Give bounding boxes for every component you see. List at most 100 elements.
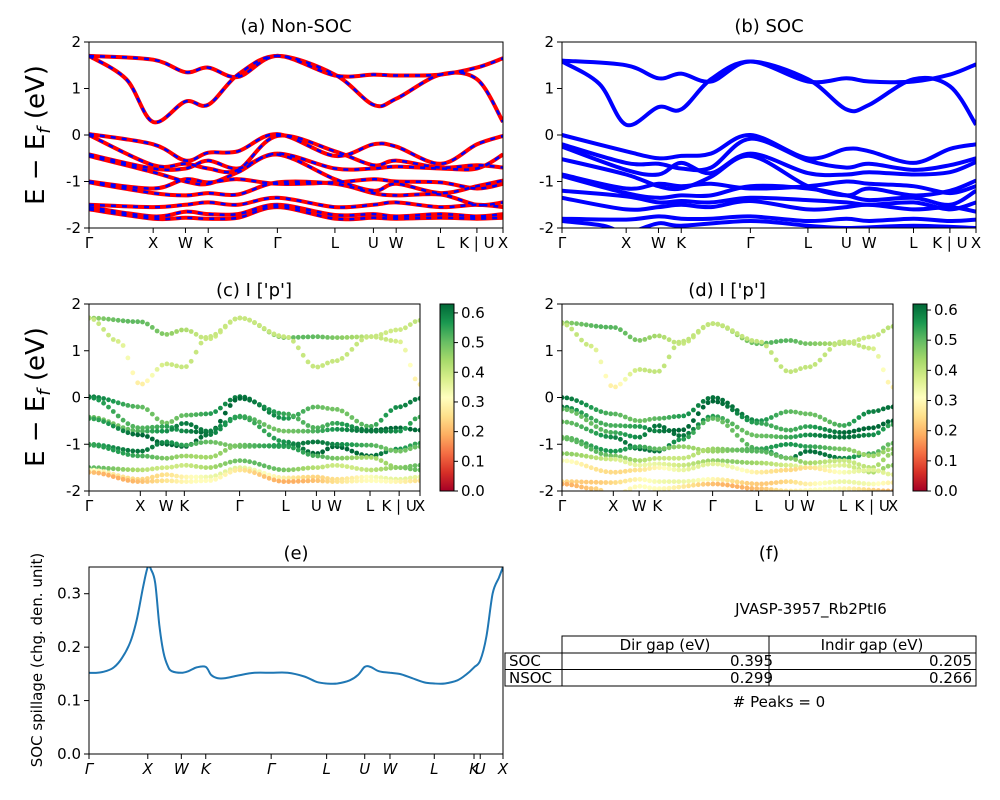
projected-band-point	[120, 476, 126, 482]
projected-band-point	[257, 419, 262, 425]
projected-band-point	[101, 419, 106, 424]
projected-band-point	[295, 466, 301, 472]
projected-band-point	[817, 433, 823, 438]
projected-band-point	[817, 414, 823, 420]
projected-band-point	[188, 429, 194, 434]
table-row-nsoc-label: NSOC	[509, 669, 552, 687]
projected-band-point	[184, 364, 189, 369]
projected-band-point	[812, 341, 818, 347]
projected-band-point	[603, 410, 609, 416]
projected-band-point	[174, 473, 180, 479]
projected-band-point	[378, 478, 384, 484]
projected-band-point	[300, 474, 306, 480]
band-line-nonsoc	[89, 53, 503, 125]
projected-band-point	[700, 459, 706, 464]
projected-band-point	[725, 423, 730, 429]
projected-band-point	[832, 486, 837, 491]
band-line-soc	[562, 173, 976, 207]
projected-band-point	[856, 337, 862, 343]
x-tick-label: W	[174, 760, 190, 778]
colorbar-tick-label: 0.1	[461, 452, 485, 470]
projected-band-point	[720, 397, 725, 403]
projected-band-point	[885, 480, 891, 486]
projected-band-point	[417, 414, 420, 420]
projected-band-point	[339, 427, 345, 432]
panel-a-title: (a) Non-SOC	[240, 16, 351, 37]
projected-band-point	[569, 396, 575, 402]
projected-band-point	[227, 418, 233, 424]
projected-band-point	[730, 483, 735, 489]
projected-band-point	[169, 455, 175, 461]
projected-band-point	[588, 486, 594, 491]
projected-band-point	[91, 443, 97, 448]
band-line-soc	[562, 172, 976, 196]
projected-band-point	[588, 343, 594, 349]
projected-band-point	[373, 478, 379, 484]
projected-band-point	[681, 433, 687, 438]
projected-band-point	[598, 359, 604, 365]
projected-band-point	[184, 327, 189, 333]
projected-band-point	[344, 464, 350, 469]
projected-band-point	[266, 407, 272, 412]
x-tick-label: L	[331, 234, 340, 252]
projected-band-point	[623, 503, 628, 508]
projected-band-point	[885, 405, 891, 410]
projected-band-point	[101, 444, 106, 450]
projected-band-point	[778, 468, 784, 473]
projected-band-point	[154, 328, 160, 334]
projected-band-point	[295, 334, 301, 340]
projected-band-point	[325, 406, 330, 411]
projected-band-point	[354, 475, 360, 481]
projected-band-point	[744, 417, 750, 423]
projected-band-point	[851, 341, 857, 346]
y-tick-label: 2	[71, 33, 81, 51]
projected-band-point	[847, 503, 852, 508]
projected-band-point	[115, 413, 121, 419]
projected-band-point	[315, 478, 321, 484]
projected-band-point	[807, 481, 813, 487]
colorbar-tick-label: 0.6	[461, 304, 485, 322]
projected-band-point	[564, 419, 570, 425]
plot-frame	[88, 566, 504, 755]
projected-band-point	[827, 463, 833, 469]
x-tick-label: L	[754, 497, 763, 515]
projected-band-point	[574, 439, 579, 445]
projected-band-point	[588, 405, 594, 410]
projected-band-point	[135, 425, 141, 431]
projected-band-point	[184, 453, 189, 459]
projected-band-point	[764, 486, 769, 491]
projected-band-point	[359, 337, 364, 343]
band-line-soc-overlay	[89, 203, 503, 218]
projected-band-point	[856, 427, 862, 433]
projected-band-point	[803, 460, 808, 466]
projected-band-point	[647, 445, 652, 451]
projected-band-point	[106, 421, 111, 427]
projected-band-point	[295, 411, 301, 417]
projected-band-point	[861, 468, 867, 473]
projected-band-point	[695, 411, 701, 417]
projected-band-point	[208, 334, 214, 339]
band-line-soc	[562, 136, 976, 173]
projected-band-point	[695, 482, 701, 488]
projected-band-point	[720, 482, 725, 487]
x-tick-label: Γ	[558, 497, 567, 515]
projected-band-point	[237, 467, 243, 473]
projected-band-point	[613, 430, 618, 435]
projected-band-point	[720, 503, 725, 508]
projected-band-point	[305, 440, 311, 445]
projected-band-point	[101, 400, 106, 406]
y-tick-label: 0.0	[57, 745, 81, 763]
projected-band-point	[822, 417, 828, 422]
projected-band-point	[778, 488, 784, 491]
projected-band-point	[286, 335, 291, 340]
projected-band-point	[407, 426, 413, 432]
projected-band-point	[618, 479, 623, 485]
projected-band-point	[671, 455, 677, 461]
projected-band-point	[739, 414, 745, 420]
projected-band-point	[822, 445, 828, 451]
projected-band-point	[730, 464, 735, 470]
projected-band-point	[608, 383, 614, 389]
projected-band-point	[666, 445, 672, 451]
projected-band-point	[403, 325, 408, 331]
projected-band-point	[368, 467, 374, 473]
